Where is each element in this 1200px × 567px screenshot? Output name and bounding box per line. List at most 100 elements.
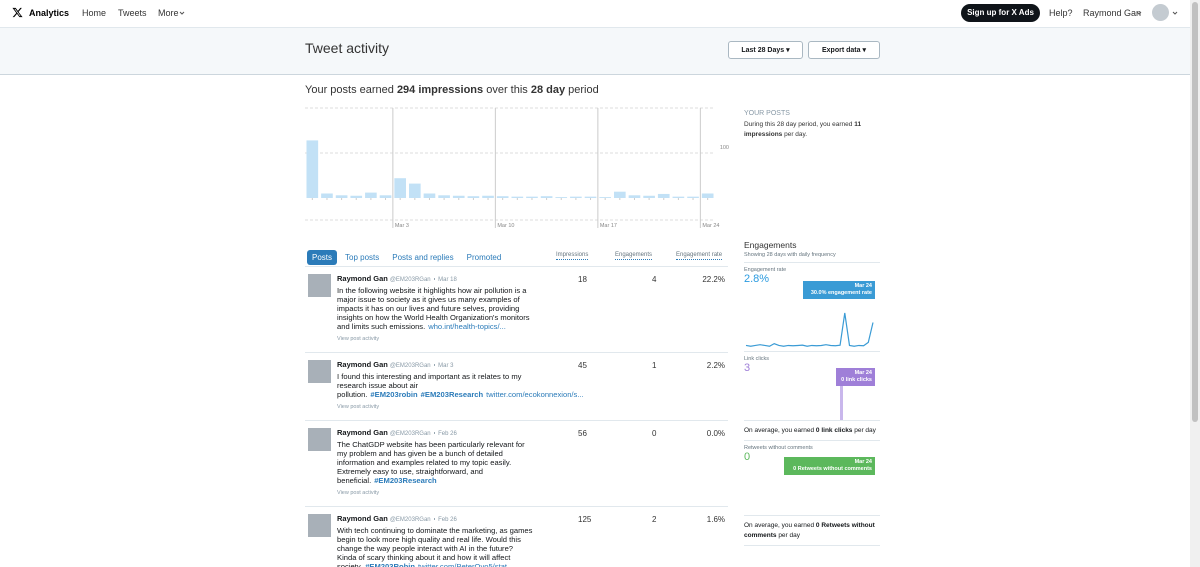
scrollbar[interactable]: [1190, 0, 1200, 567]
bar: [614, 191, 626, 198]
bar: [599, 197, 611, 198]
rate-line: [745, 312, 874, 347]
export-label[interactable]: Export data: [822, 47, 861, 54]
bar: [394, 178, 406, 198]
tab[interactable]: Posts: [307, 250, 338, 265]
impressions: 125: [578, 515, 592, 524]
card-label: Engagement rate: [744, 267, 787, 273]
engagement-rate: 22.2%: [702, 275, 725, 284]
bar: [409, 183, 421, 198]
post-link[interactable]: #EM203robin: [370, 390, 418, 399]
scroll-thumb[interactable]: [1192, 2, 1198, 422]
bar: [452, 195, 465, 198]
column-header[interactable]: Engagements: [615, 252, 653, 260]
activity-link[interactable]: View post activity: [337, 336, 380, 342]
text: per day: [776, 532, 801, 539]
post-header: Raymond Gan @EM203RGan Mar 18: [337, 274, 534, 285]
summary-strong: 28 day: [530, 84, 566, 96]
avatar[interactable]: [1152, 4, 1169, 21]
author-name: Raymond Gan: [337, 514, 388, 523]
bar: [496, 196, 509, 198]
nav-link[interactable]: Tweets: [118, 8, 147, 18]
author-name: Raymond Gan: [337, 428, 388, 437]
activity-link[interactable]: View post activity: [337, 404, 380, 410]
author-handle: @EM203RGan: [389, 431, 431, 437]
text: On average, you earned: [744, 427, 816, 434]
tab[interactable]: Top posts: [345, 253, 380, 262]
cta-label[interactable]: Sign up for X Ads: [967, 8, 1034, 17]
impressions: 45: [578, 361, 587, 370]
panel-subtitle: Showing 28 days with daily frequency: [744, 252, 880, 263]
card-label: Retweets without comments: [744, 445, 813, 451]
tooltip-text: 30.0% engagement rate: [810, 290, 872, 296]
post-link[interactable]: #EM203Research: [420, 390, 484, 399]
hover-bar: [840, 370, 843, 420]
post-date: Mar 3: [438, 363, 454, 369]
column-header[interactable]: Engagement rate: [676, 252, 723, 260]
post-header: Raymond Gan @EM203RGan Feb 26: [337, 428, 534, 439]
post-avatar: [308, 428, 331, 451]
impressions: 18: [578, 275, 587, 284]
post-row: Raymond Gan @EM203RGan Feb 26 With tech con…: [305, 507, 728, 567]
column-header[interactable]: Impressions: [556, 252, 589, 260]
bar: [687, 196, 699, 198]
x-tick-label: Mar 3: [395, 223, 409, 229]
summary-text: Your posts earned: [305, 84, 397, 96]
card-value: 2.8%: [744, 273, 770, 285]
post-date: Mar 18: [438, 277, 457, 283]
brand[interactable]: Analytics: [29, 8, 70, 18]
retweets-card: Retweets without comments 0 Mar 24 0 Retw…: [744, 445, 880, 515]
dot: [433, 432, 436, 434]
help-link[interactable]: Help?: [1049, 8, 1073, 18]
post-row: Raymond Gan @EM203RGan Feb 26 The ChatGDP w…: [305, 421, 728, 507]
bar: [657, 193, 670, 198]
bar: [555, 197, 568, 198]
user-menu[interactable]: Raymond Gan: [1083, 8, 1142, 18]
post-date: Feb 26: [438, 431, 457, 437]
chevron: [179, 11, 185, 15]
post-link[interactable]: twitter.com/PeterOvo5/stat...: [417, 562, 514, 567]
bar: [570, 196, 582, 198]
range-button[interactable]: Last 28 Days ▾: [728, 41, 803, 59]
chevron: [1136, 11, 1142, 15]
bar: [643, 195, 655, 198]
card-value: 0: [744, 451, 751, 463]
body-text: With tech continuing to dominate the mar…: [337, 526, 533, 567]
post-avatar: [308, 360, 331, 383]
post-link[interactable]: #EM203Research: [374, 476, 437, 485]
tab[interactable]: Promoted: [466, 253, 502, 262]
bar: [482, 195, 494, 198]
nav-link[interactable]: More: [158, 8, 179, 18]
tooltip: Mar 24 0 Retweets without comments: [784, 457, 875, 475]
engagements: 4: [652, 275, 657, 284]
cta-button[interactable]: [961, 4, 1040, 22]
post-link[interactable]: who.int/health-topics/...: [428, 322, 506, 331]
body-text: I found this interesting and important a…: [337, 372, 522, 399]
tab[interactable]: Posts and replies: [392, 253, 454, 262]
impressions: 56: [578, 429, 587, 438]
text: per day: [852, 427, 876, 434]
bar: [306, 140, 319, 198]
your-posts: YOUR POSTS During this 28 day period, yo…: [744, 110, 880, 140]
tooltip: Mar 24 0 link clicks: [836, 368, 875, 386]
bar: [321, 193, 333, 198]
engagements: 2: [652, 515, 657, 524]
author-handle: @EM203RGan: [389, 277, 431, 283]
nav-link[interactable]: Home: [82, 8, 107, 18]
y-tick-label: 200: [720, 105, 729, 106]
post-body: The ChatGDP website has been particularl…: [337, 440, 534, 485]
post-avatar: [308, 274, 331, 297]
post-link[interactable]: twitter.com/ecokonnexion/s...: [486, 390, 584, 399]
x-tick-label: Mar 10: [497, 223, 514, 229]
x-tick-label: Mar 17: [600, 223, 617, 229]
range-label[interactable]: Last 28 Days: [741, 47, 785, 54]
post-link[interactable]: #EM203Robin: [365, 562, 415, 567]
page-title: Tweet activity: [305, 40, 390, 56]
x-tick-label: Mar 24: [702, 223, 719, 229]
x-logo[interactable]: [12, 7, 23, 18]
text: per day.: [782, 131, 808, 138]
post-header: Raymond Gan @EM203RGan Mar 3: [337, 360, 534, 371]
export-button[interactable]: Export data ▾: [808, 41, 880, 59]
activity-link[interactable]: View post activity: [337, 490, 380, 496]
section-heading: YOUR POSTS: [744, 110, 790, 117]
